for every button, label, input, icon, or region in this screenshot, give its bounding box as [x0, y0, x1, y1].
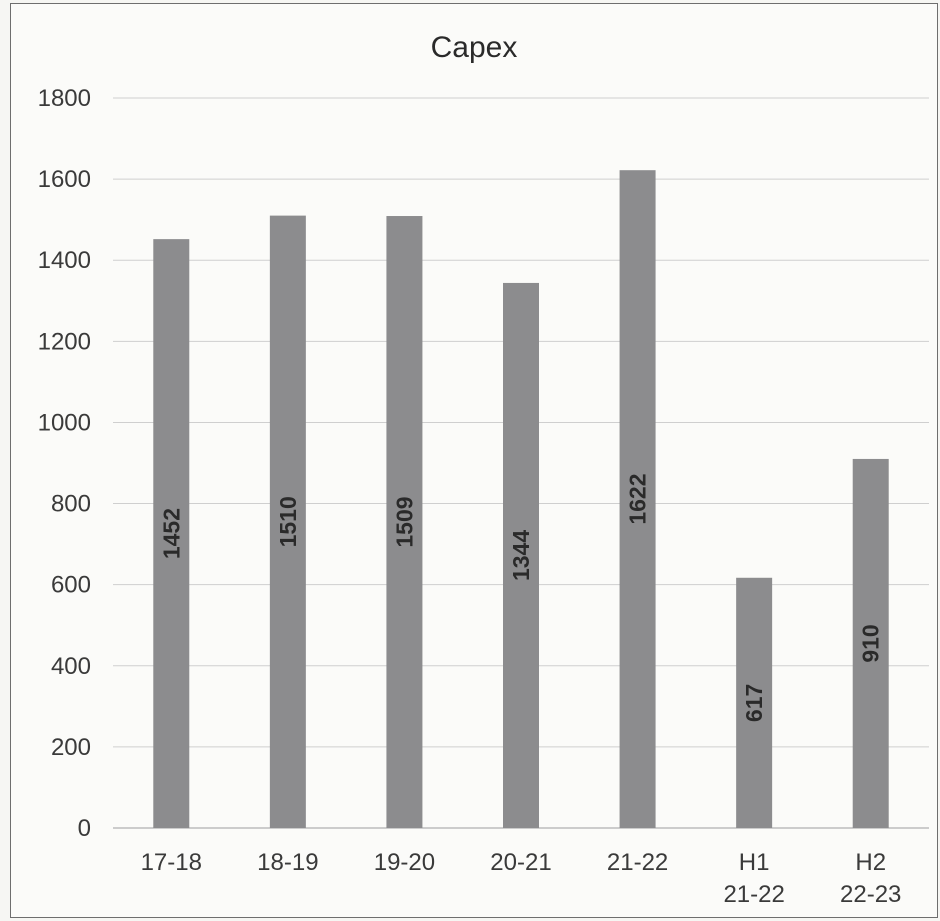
x-tick-label: H2	[855, 849, 886, 876]
bar-data-label: 1510	[275, 496, 301, 547]
bar-data-label: 617	[741, 684, 767, 722]
bar-data-label: 1344	[508, 530, 534, 581]
bar	[386, 216, 423, 828]
bar	[503, 282, 539, 828]
bar	[269, 215, 306, 829]
bar-data-label: 910	[858, 624, 884, 662]
bar	[619, 170, 656, 828]
bar-data-label: 1622	[625, 474, 651, 525]
x-tick-label: 21-22	[723, 881, 784, 908]
y-tick-label: 1200	[38, 328, 91, 355]
y-tick-label: 1400	[38, 247, 91, 274]
y-axis-ticks: 0 200 400 600 800 1000 1200 1400 1600 1800	[38, 85, 91, 842]
y-tick-label: 0	[78, 815, 91, 842]
x-axis-labels: 17-18 18-19 19-20 20-21 21-22 H1 21-22 H2 22-23	[141, 849, 902, 908]
x-tick-label: 22-23	[840, 881, 901, 908]
x-tick-label: 18-19	[257, 849, 318, 876]
y-tick-label: 600	[51, 572, 91, 599]
x-tick-label: 17-18	[141, 849, 202, 876]
bar	[852, 458, 889, 828]
bars: 1452 1510 1509 1344 1622 617 910	[153, 170, 889, 829]
x-tick-label: 20-21	[490, 849, 551, 876]
y-tick-label: 800	[51, 491, 91, 518]
y-tick-label: 400	[51, 653, 91, 680]
capex-bar-chart: Capex 020040060080010001200140016001800 …	[38, 31, 929, 908]
y-tick-label: 1600	[38, 166, 91, 193]
chart-title: Capex	[431, 31, 518, 64]
x-tick-label: 21-22	[607, 849, 668, 876]
bar	[736, 577, 773, 828]
y-tick-label: 200	[51, 734, 91, 761]
x-tick-label: H1	[739, 849, 770, 876]
y-tick-label: 1000	[38, 409, 91, 436]
chart-frame: Capex 0 200 400 600 800 1000 1200 1400 1600 1800 …	[10, 3, 938, 918]
bar-data-label: 1509	[391, 496, 417, 547]
x-tick-label: 19-20	[374, 849, 435, 876]
bar	[153, 239, 190, 829]
bar-data-label: 1452	[158, 508, 184, 559]
y-tick-label: 1800	[38, 85, 91, 112]
